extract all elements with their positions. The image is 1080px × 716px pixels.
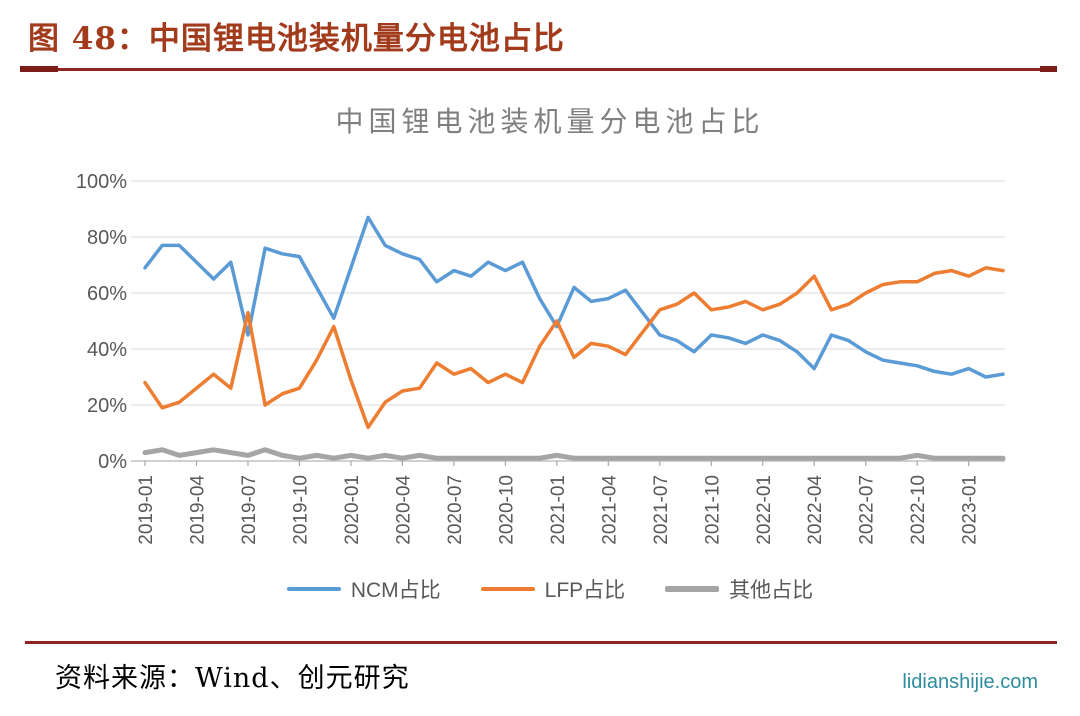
legend-item-other: 其他占比	[665, 574, 813, 604]
x-axis-label: 2020-01	[342, 475, 363, 545]
x-axis-label: 2022-07	[857, 475, 878, 545]
series-line-lfp	[143, 266, 1005, 430]
x-axis-label: 2019-04	[187, 475, 208, 545]
watermark-text: lidianshijie.com	[902, 671, 1038, 693]
rule-top	[25, 68, 1057, 71]
line-chart: 0% 20% 40% 60% 80% 100% 2019-01 2019-04 2019-07 2…	[76, 171, 1006, 545]
legend-swatch-lfp	[480, 587, 535, 591]
y-axis-label: 40%	[87, 339, 127, 361]
legend-swatch-other	[665, 586, 720, 592]
legend-label-other: 其他占比	[729, 579, 814, 602]
rule-bottom	[25, 641, 1057, 644]
x-axis-label: 2020-10	[496, 475, 517, 545]
legend-item-lfp: LFP占比	[480, 574, 626, 604]
x-axis-label: 2019-01	[136, 475, 157, 545]
x-axis-label: 2022-10	[908, 475, 929, 545]
x-axis-label: 2019-10	[290, 475, 311, 545]
series-line-other	[142, 447, 1006, 461]
legend-label-lfp: LFP占比	[544, 579, 626, 602]
y-axis-label: 100%	[76, 171, 127, 193]
x-axis-label: 2020-04	[393, 475, 414, 545]
legend-swatch-ncm	[286, 587, 341, 591]
x-axis-label: 2023-01	[960, 475, 981, 545]
x-axis-label: 2022-04	[805, 475, 826, 545]
chart-legend: NCM占比 LFP占比 其他占比	[40, 574, 1060, 604]
x-axis-label: 2021-04	[599, 475, 620, 545]
x-axis-label: 2019-07	[239, 475, 260, 545]
legend-item-ncm: NCM占比	[286, 574, 441, 604]
y-axis-label: 60%	[87, 283, 127, 305]
y-axis-label: 80%	[87, 227, 127, 249]
chart-title: 中国锂电池装机量分电池占比	[335, 106, 765, 137]
x-axis-label: 2022-01	[754, 475, 775, 545]
y-axis-label: 20%	[87, 395, 127, 417]
x-axis-label: 2021-10	[702, 475, 723, 545]
y-axis-label: 0%	[98, 451, 127, 473]
source-text: 资料来源：Wind、创元研究	[55, 663, 410, 694]
rule-top-cap-left	[20, 66, 58, 72]
figure-header: 图 48：中国锂电池装机量分电池占比	[28, 21, 565, 57]
legend-label-ncm: NCM占比	[350, 579, 441, 602]
series-line-ncm	[143, 215, 1005, 379]
x-axis-label: 2021-01	[548, 475, 569, 545]
rule-top-cap-right	[1040, 66, 1057, 72]
x-axis-label: 2021-07	[651, 475, 672, 545]
x-axis-label: 2020-07	[445, 475, 466, 545]
